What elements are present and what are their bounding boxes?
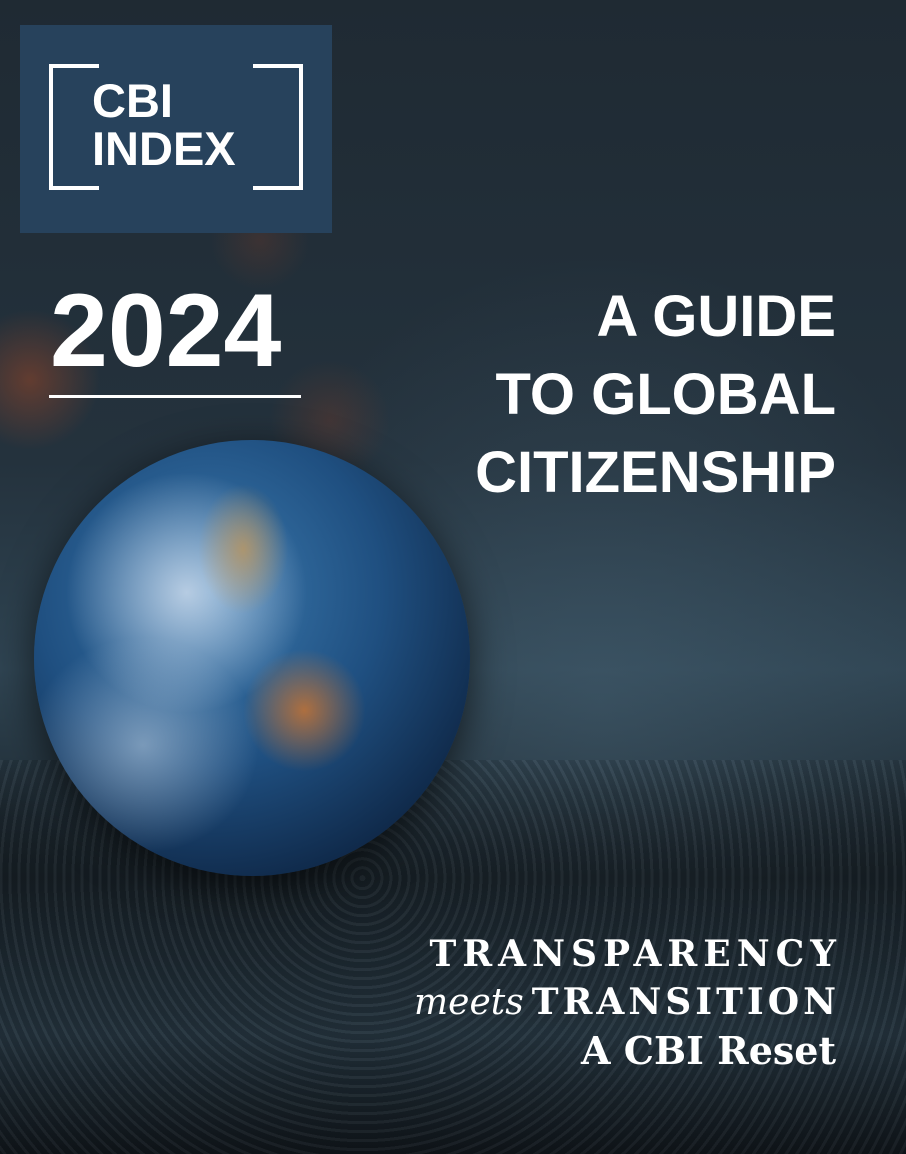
- title-line-1: A GUIDE: [596, 284, 836, 349]
- cbi-index-logo: CBI INDEX: [20, 25, 332, 233]
- tagline-line-2: meets TRANSITION: [414, 978, 840, 1027]
- right-bracket: [253, 64, 303, 190]
- cover-title: A GUIDE TO GLOBAL CITIZENSHIP: [475, 278, 836, 512]
- title-line-2: TO GLOBAL: [495, 362, 836, 427]
- logo-line-1: CBI: [92, 74, 173, 127]
- year-underline: [49, 395, 301, 398]
- year: 2024: [50, 273, 282, 389]
- tagline: TRANSPARENCY meets TRANSITION A CBI Reset: [414, 930, 836, 1075]
- tagline-line-1: TRANSPARENCY: [429, 933, 842, 975]
- left-bracket: [49, 64, 99, 190]
- tagline-meets: meets: [414, 982, 524, 1023]
- tagline-transition: TRANSITION: [531, 981, 840, 1023]
- logo-line-2: INDEX: [92, 122, 236, 175]
- tagline-line-3: A CBI Reset: [581, 1028, 836, 1073]
- logo-text: CBI INDEX: [92, 77, 236, 173]
- title-line-3: CITIZENSHIP: [475, 440, 836, 505]
- earth-globe-image: [34, 440, 470, 876]
